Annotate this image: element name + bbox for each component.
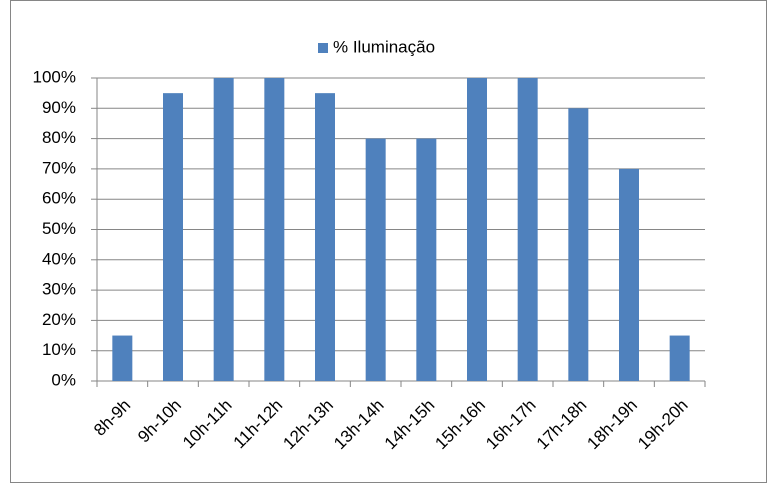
y-tick-label: 80%: [42, 128, 76, 147]
bar: [213, 78, 234, 381]
legend-label: % Iluminação: [333, 37, 435, 56]
bar: [517, 78, 538, 381]
y-tick-label: 50%: [42, 219, 76, 238]
bar: [112, 335, 133, 381]
bar: [264, 78, 285, 381]
legend-swatch: [318, 43, 328, 53]
chart-frame: [10, 0, 767, 483]
bar: [163, 93, 183, 382]
y-tick-label: 40%: [42, 249, 76, 268]
y-tick-label: 100%: [33, 67, 76, 86]
bar: [365, 138, 386, 381]
bar: [315, 93, 335, 382]
y-tick-label: 10%: [42, 340, 76, 359]
y-tick-label: 20%: [42, 310, 76, 329]
bar: [669, 335, 690, 381]
bar: [619, 168, 639, 381]
y-tick-label: 90%: [42, 98, 76, 117]
y-tick-label: 0%: [51, 370, 76, 389]
bar: [416, 138, 437, 381]
bar: [467, 78, 487, 381]
bar: [568, 108, 589, 382]
y-tick-label: 30%: [42, 280, 76, 299]
y-tick-label: 60%: [42, 189, 76, 208]
y-tick-label: 70%: [42, 158, 76, 177]
